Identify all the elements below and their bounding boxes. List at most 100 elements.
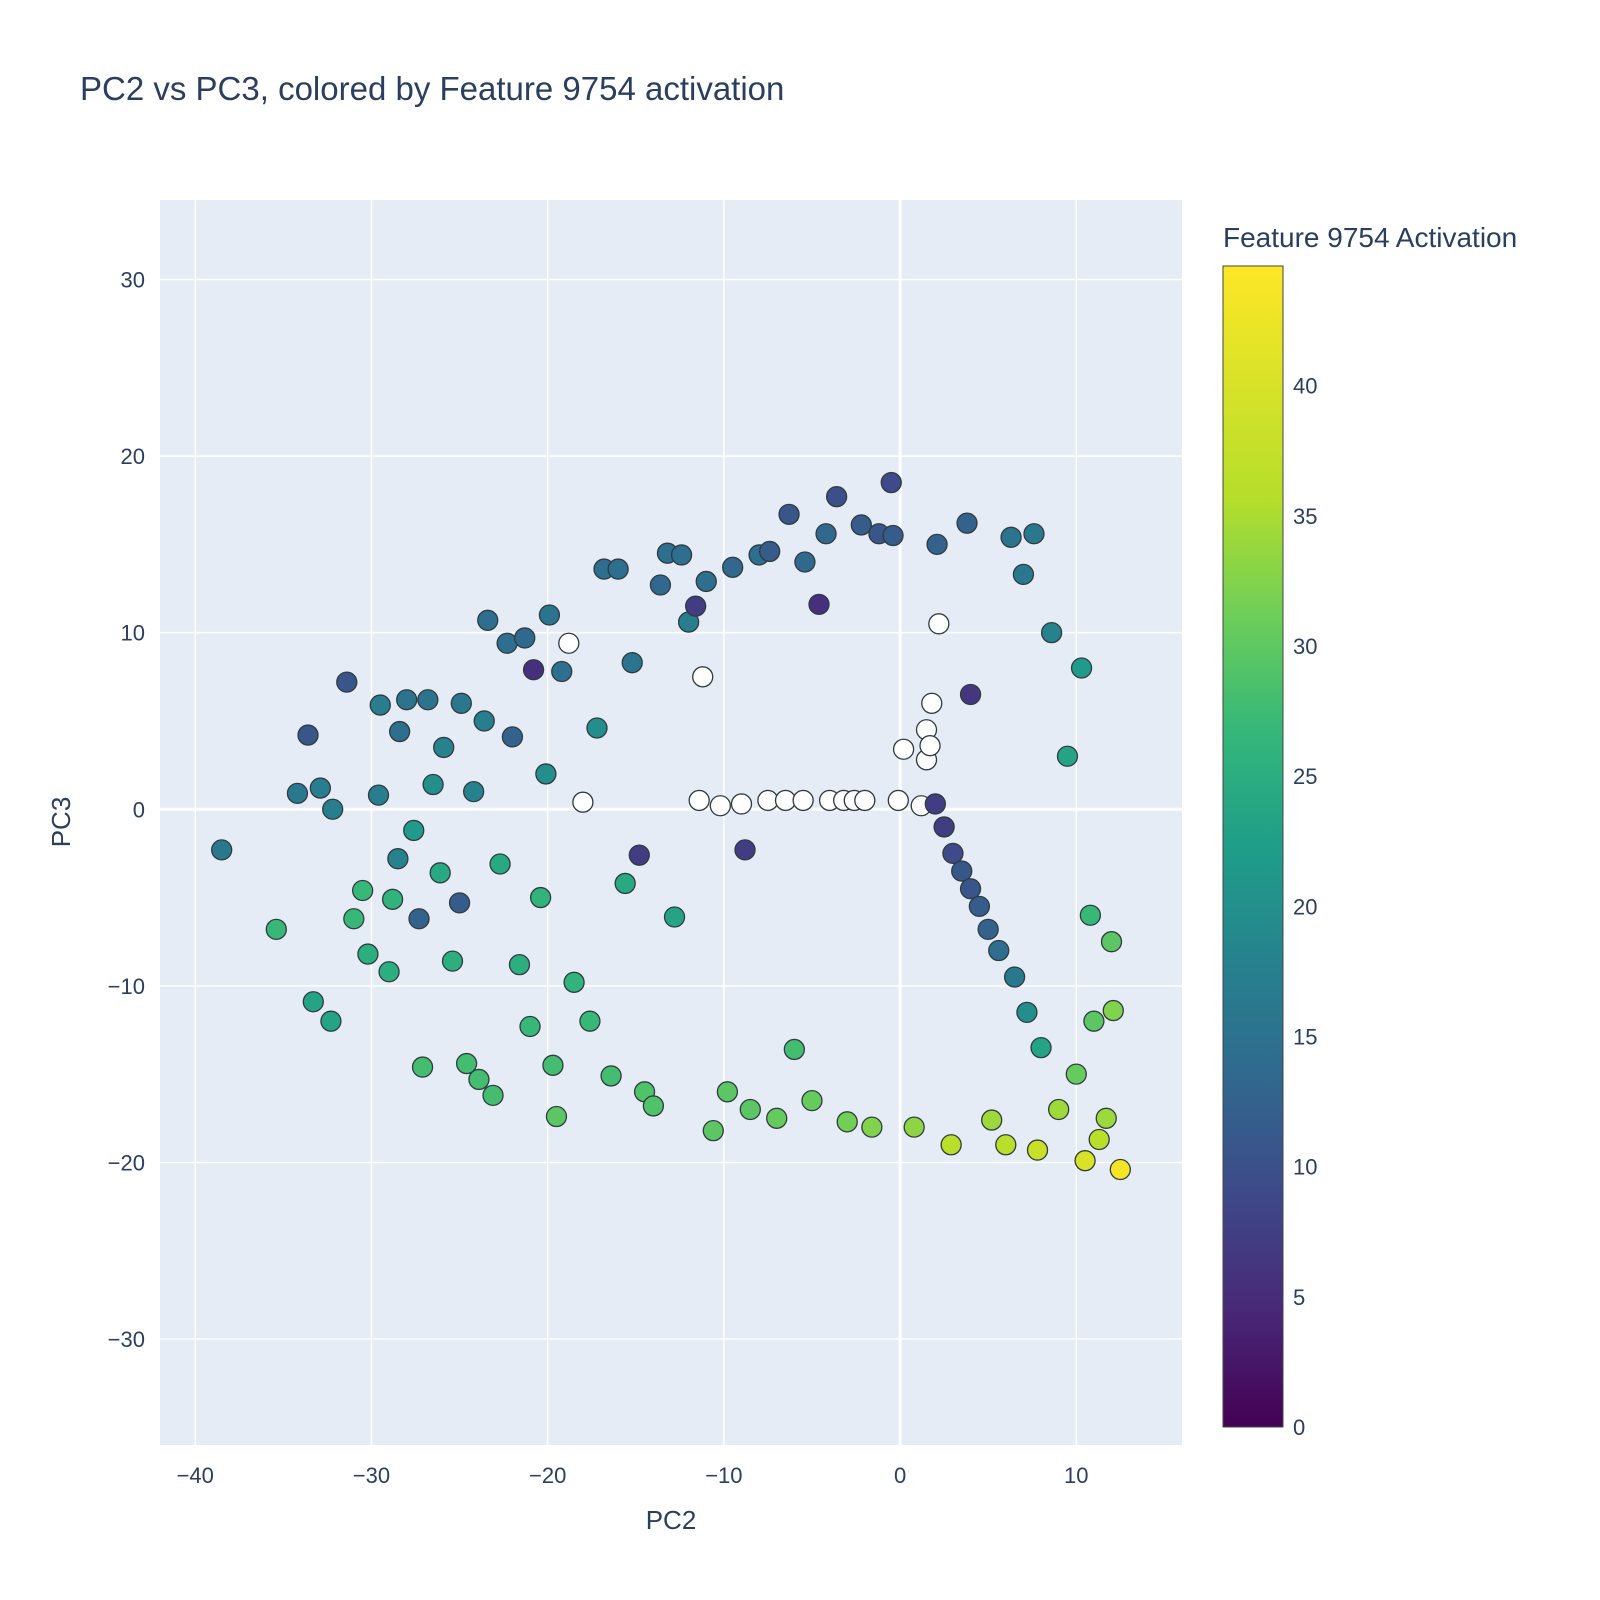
scatter-point[interactable] [709, 795, 731, 817]
scatter-point[interactable] [882, 524, 904, 547]
scatter-point[interactable] [783, 1038, 805, 1061]
scatter-point[interactable] [514, 627, 536, 649]
scatter-point[interactable] [265, 918, 287, 940]
scatter-point[interactable] [535, 763, 557, 785]
scatter-point[interactable] [968, 895, 991, 918]
scatter-point[interactable] [320, 1010, 342, 1032]
scatter-point[interactable] [411, 1056, 434, 1078]
scatter-point[interactable] [1048, 1098, 1070, 1121]
scatter-point[interactable] [501, 726, 524, 748]
scatter-point[interactable] [1003, 966, 1026, 988]
scatter-point[interactable] [1074, 1150, 1096, 1172]
scatter-point[interactable] [1095, 1107, 1117, 1129]
scatter-point[interactable] [441, 950, 464, 972]
scatter-point[interactable] [739, 1098, 761, 1121]
scatter-point[interactable] [794, 551, 816, 573]
scatter-point[interactable] [801, 1089, 823, 1112]
scatter-point[interactable] [551, 660, 573, 683]
scatter-point[interactable] [422, 773, 444, 796]
scatter-point[interactable] [836, 1111, 858, 1133]
scatter-point[interactable] [977, 918, 999, 940]
scatter-point[interactable] [1016, 1001, 1038, 1023]
scatter-point[interactable] [450, 692, 472, 714]
scatter-point[interactable] [1088, 1128, 1110, 1151]
scatter-point[interactable] [408, 908, 430, 930]
scatter-point[interactable] [558, 632, 580, 654]
scatter-point[interactable] [462, 780, 485, 803]
scatter-point[interactable] [1102, 999, 1124, 1022]
scatter-point[interactable] [396, 689, 418, 711]
scatter-point[interactable] [538, 604, 561, 626]
scatter-point[interactable] [924, 793, 946, 815]
scatter-point[interactable] [343, 908, 365, 930]
scatter-point[interactable] [1056, 745, 1079, 767]
scatter-point[interactable] [649, 574, 672, 596]
scatter-point[interactable] [286, 782, 309, 805]
scatter-point[interactable] [369, 694, 391, 716]
scatter-point[interactable] [448, 892, 471, 914]
scatter-point[interactable] [1026, 1139, 1049, 1161]
scatter-point[interactable] [928, 613, 950, 635]
scatter-point[interactable] [387, 848, 409, 870]
scatter-point[interactable] [433, 736, 455, 759]
scatter-point[interactable] [357, 943, 379, 965]
scatter-point[interactable] [496, 632, 518, 654]
scatter-point[interactable] [959, 683, 982, 706]
scatter-point[interactable] [297, 724, 319, 746]
scatter-point[interactable] [892, 738, 915, 760]
scatter-point[interactable] [545, 1105, 568, 1128]
scatter-point[interactable] [887, 789, 909, 812]
scatter-point[interactable] [489, 853, 511, 875]
scatter-point[interactable] [692, 666, 714, 688]
scatter-point[interactable] [388, 720, 411, 743]
scatter-point[interactable] [921, 692, 943, 714]
scatter-point[interactable] [759, 540, 781, 563]
scatter-point[interactable] [670, 544, 693, 566]
scatter-point[interactable] [730, 793, 753, 815]
scatter-point[interactable] [940, 1134, 962, 1156]
scatter-point[interactable] [367, 784, 390, 806]
scatter-point[interactable] [808, 593, 830, 616]
scatter-point[interactable] [951, 860, 973, 882]
scatter-point[interactable] [522, 659, 545, 681]
scatter-point[interactable] [981, 1109, 1003, 1131]
scatter-point[interactable] [766, 1107, 788, 1129]
scatter-point[interactable] [1070, 657, 1093, 679]
scatter-point[interactable] [417, 689, 439, 711]
scatter-point[interactable] [628, 844, 650, 866]
scatter-point[interactable] [926, 533, 948, 556]
scatter-point[interactable] [663, 906, 686, 928]
scatter-point[interactable] [685, 595, 707, 617]
scatter-point[interactable] [600, 1065, 622, 1087]
scatter-point[interactable] [211, 839, 233, 861]
scatter-point[interactable] [734, 839, 756, 861]
scatter-point[interactable] [519, 1015, 541, 1038]
scatter-point[interactable] [429, 862, 451, 884]
scatter-point[interactable] [473, 710, 495, 732]
scatter-point[interactable] [607, 558, 629, 580]
scatter-point[interactable] [542, 1054, 564, 1076]
scatter-point[interactable] [880, 471, 902, 494]
scatter-point[interactable] [336, 671, 358, 693]
scatter-point[interactable] [309, 777, 331, 799]
scatter-point[interactable] [468, 1068, 490, 1091]
scatter-point[interactable] [919, 735, 941, 757]
scatter-point[interactable] [1079, 904, 1102, 926]
scatter-point[interactable] [825, 486, 848, 508]
scatter-point[interactable] [861, 1116, 883, 1138]
scatter-point[interactable] [1065, 1063, 1087, 1085]
scatter-point[interactable] [477, 609, 499, 631]
scatter-point[interactable] [1040, 622, 1063, 644]
scatter-point[interactable] [563, 971, 585, 993]
scatter-point[interactable] [1083, 1010, 1105, 1032]
scatter-point[interactable] [903, 1116, 925, 1138]
scatter-point[interactable] [792, 789, 814, 812]
scatter-point[interactable] [508, 954, 531, 976]
scatter-point[interactable] [1109, 1158, 1131, 1181]
scatter-point[interactable] [572, 791, 594, 813]
scatter-point[interactable] [1023, 523, 1045, 545]
scatter-point[interactable] [959, 878, 982, 900]
scatter-point[interactable] [702, 1120, 724, 1142]
scatter-point[interactable] [403, 819, 425, 842]
scatter-point[interactable] [614, 872, 636, 895]
